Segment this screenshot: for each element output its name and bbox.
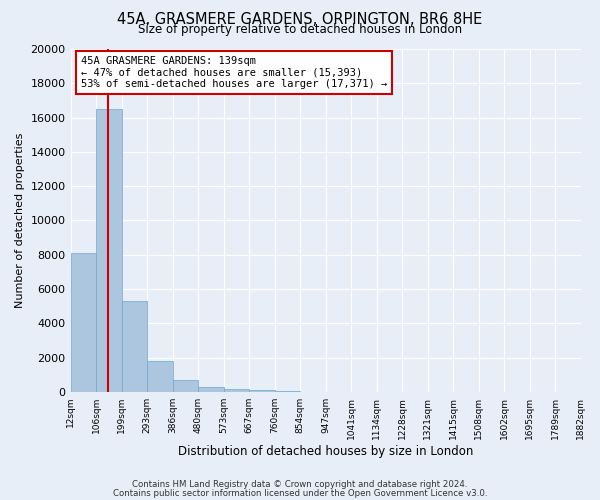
Y-axis label: Number of detached properties: Number of detached properties [15, 133, 25, 308]
Bar [275, 391, 300, 392]
Bar [96, 109, 122, 392]
Text: Size of property relative to detached houses in London: Size of property relative to detached ho… [138, 24, 462, 36]
Bar [249, 390, 275, 392]
Bar [224, 390, 249, 392]
X-axis label: Distribution of detached houses by size in London: Distribution of detached houses by size … [178, 444, 473, 458]
Bar [147, 361, 173, 392]
Bar [122, 301, 147, 392]
Text: 45A GRASMERE GARDENS: 139sqm
← 47% of detached houses are smaller (15,393)
53% o: 45A GRASMERE GARDENS: 139sqm ← 47% of de… [81, 56, 387, 89]
Text: Contains HM Land Registry data © Crown copyright and database right 2024.: Contains HM Land Registry data © Crown c… [132, 480, 468, 489]
Text: 45A, GRASMERE GARDENS, ORPINGTON, BR6 8HE: 45A, GRASMERE GARDENS, ORPINGTON, BR6 8H… [118, 12, 482, 28]
Bar [173, 380, 198, 392]
Bar [71, 253, 96, 392]
Bar [198, 387, 224, 392]
Text: Contains public sector information licensed under the Open Government Licence v3: Contains public sector information licen… [113, 489, 487, 498]
